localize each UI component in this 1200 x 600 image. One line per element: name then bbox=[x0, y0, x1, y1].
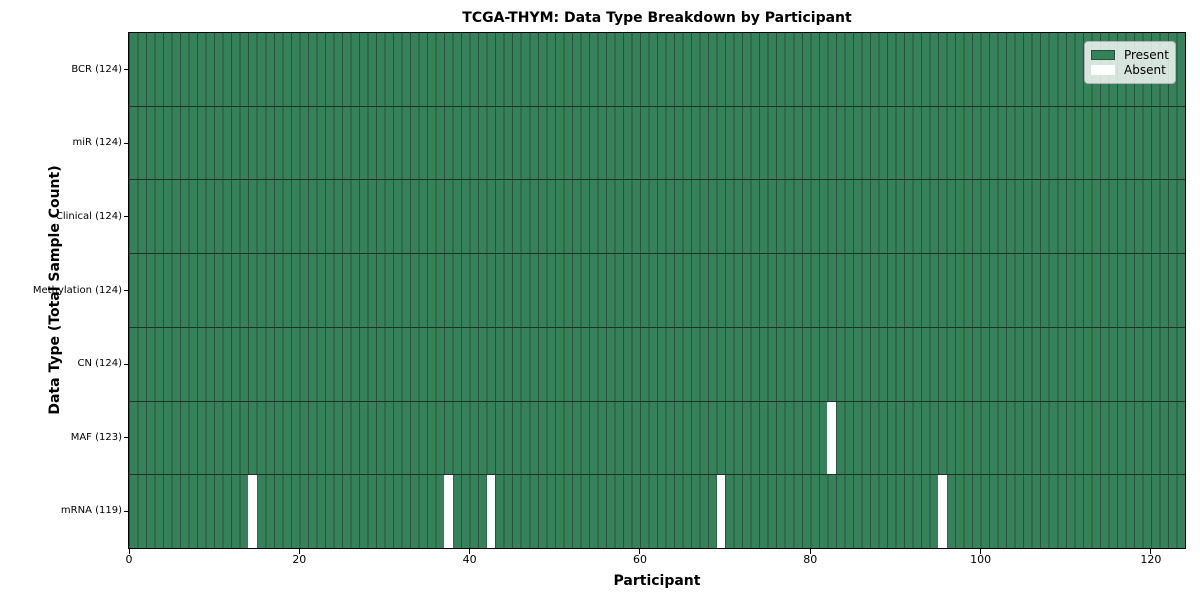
y-tick-mark bbox=[124, 437, 129, 439]
absent-cell bbox=[827, 401, 836, 475]
x-tick-mark bbox=[980, 549, 982, 554]
absent-cell bbox=[444, 475, 453, 549]
x-axis-label: Participant bbox=[613, 573, 701, 589]
x-tick-mark bbox=[298, 549, 300, 554]
heatmap-row bbox=[129, 253, 1185, 327]
y-tick-label: miR (124) bbox=[72, 137, 122, 149]
legend-item: Absent bbox=[1091, 63, 1169, 77]
y-tick-mark bbox=[124, 142, 129, 144]
absent-cell bbox=[248, 475, 257, 549]
x-tick-label: 80 bbox=[803, 553, 818, 566]
y-tick-label: CN (124) bbox=[77, 358, 122, 370]
x-tick-label: 20 bbox=[292, 553, 307, 566]
x-tick-label: 120 bbox=[1140, 553, 1162, 566]
heatmap-row bbox=[129, 33, 1185, 106]
heatmap-row bbox=[129, 400, 1185, 475]
y-tick-label: MAF (123) bbox=[70, 431, 122, 443]
heatmap-row bbox=[129, 474, 1185, 549]
absent-cell bbox=[716, 475, 726, 549]
x-tick-mark bbox=[809, 549, 811, 554]
chart-title: TCGA-THYM: Data Type Breakdown by Partic… bbox=[462, 10, 852, 26]
x-tick-mark bbox=[1150, 549, 1152, 554]
heatmap-row bbox=[129, 179, 1185, 254]
heatmap-row bbox=[129, 326, 1185, 401]
x-tick-mark bbox=[469, 549, 471, 554]
y-tick-mark bbox=[124, 363, 129, 365]
legend-label: Absent bbox=[1124, 63, 1166, 78]
y-tick-mark bbox=[124, 510, 129, 512]
legend-item: Present bbox=[1091, 48, 1169, 62]
heatmap-row bbox=[129, 105, 1185, 180]
y-tick-label: Methylation (124) bbox=[32, 284, 122, 296]
absent-cell bbox=[486, 475, 496, 549]
x-tick-label: 100 bbox=[970, 553, 992, 566]
legend: Present Absent bbox=[1084, 41, 1176, 84]
y-tick-mark bbox=[124, 216, 129, 218]
y-tick-label: Clinical (124) bbox=[55, 210, 122, 222]
absent-cell bbox=[938, 475, 947, 549]
x-tick-label: 40 bbox=[462, 553, 477, 566]
legend-swatch bbox=[1091, 49, 1115, 60]
x-tick-mark bbox=[128, 549, 130, 554]
legend-label: Present bbox=[1123, 47, 1169, 62]
x-tick-label: 60 bbox=[632, 553, 647, 566]
x-tick-label: 0 bbox=[125, 553, 133, 566]
y-tick-label: mRNA (119) bbox=[60, 505, 122, 517]
y-tick-mark bbox=[124, 290, 129, 291]
x-tick-mark bbox=[639, 549, 641, 554]
legend-swatch bbox=[1091, 65, 1115, 76]
y-tick-mark bbox=[124, 69, 129, 71]
y-tick-label: BCR (124) bbox=[71, 63, 122, 75]
plot-area bbox=[128, 32, 1186, 549]
